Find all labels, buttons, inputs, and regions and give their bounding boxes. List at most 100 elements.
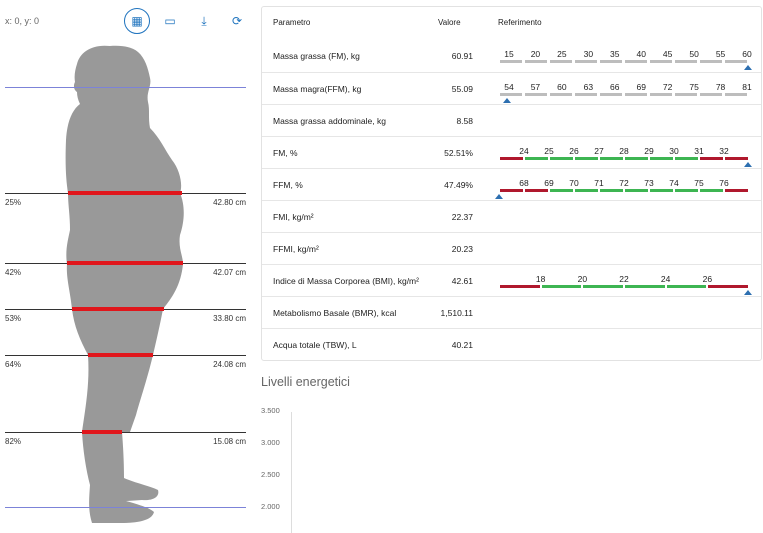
- head-reference-line: [5, 87, 246, 88]
- param-name: Massa grassa addominale, kg: [273, 116, 386, 126]
- scale-tick: 68: [519, 178, 529, 188]
- grid-icon[interactable]: ▦: [124, 8, 150, 34]
- scale-segment: [500, 285, 540, 288]
- value-marker-icon: [744, 65, 753, 70]
- y-tick-label: 2.500: [261, 470, 280, 479]
- value-marker-icon: [502, 98, 511, 103]
- header-value: Valore: [438, 18, 461, 27]
- scale-tick: 15: [504, 49, 514, 59]
- scale-segment: [725, 189, 748, 192]
- scale-segment: [725, 157, 748, 160]
- scale-segment: [708, 285, 748, 288]
- param-name: Massa grassa (FM), kg: [273, 51, 360, 61]
- scale-segment: [550, 189, 573, 192]
- scale-segment: [650, 60, 672, 63]
- scale-segment: [541, 285, 582, 288]
- table-header: Parametro Valore Referimento: [262, 7, 761, 39]
- scale-segment: [675, 60, 697, 63]
- scale-segment: [625, 93, 647, 96]
- scale-tick: 28: [619, 146, 629, 156]
- scale-tick: 72: [619, 178, 629, 188]
- scale-tick: 50: [689, 49, 699, 59]
- value-marker-icon: [495, 194, 503, 199]
- scale-segment: [650, 93, 672, 96]
- circumference-bar: [72, 307, 164, 311]
- circumference-value: 42.07 cm: [213, 268, 246, 277]
- scale-tick: 30: [583, 49, 594, 59]
- value-marker-icon: [744, 162, 753, 167]
- scale-tick: 40: [636, 49, 646, 59]
- height-percent: 53%: [5, 314, 22, 323]
- circumference-bar: [67, 261, 183, 265]
- param-name: Metabolismo Basale (BMR), kcal: [273, 308, 397, 318]
- scale-tick: 66: [610, 82, 620, 92]
- scale-segment: [575, 93, 597, 96]
- header-ref: Referimento: [498, 18, 542, 27]
- param-name: Indice di Massa Corporea (BMI), kg/m²: [273, 276, 419, 286]
- table-row: Massa magra(FFM), kg 55.09 54 57 60 63 66 69 72 7…: [262, 72, 761, 105]
- scale-tick: 31: [694, 146, 704, 156]
- scale-tick: 71: [594, 178, 604, 188]
- circumference-value: 15.08 cm: [213, 437, 246, 446]
- scale-segment: [650, 189, 673, 192]
- circumference-value: 24.08 cm: [213, 360, 246, 369]
- scale-tick: 26: [702, 274, 713, 284]
- scale-segment: [725, 93, 747, 96]
- circumference-bar: [68, 191, 182, 195]
- header-param: Parametro: [273, 18, 311, 27]
- measure-line: [5, 432, 246, 433]
- refresh-icon[interactable]: ⟳: [231, 14, 243, 28]
- scale-tick: 60: [557, 82, 567, 92]
- param-value: 47.49%: [444, 180, 473, 190]
- scale-tick: 29: [644, 146, 654, 156]
- download-icon[interactable]: ⤓: [201, 14, 207, 28]
- scale-segment: [625, 189, 648, 192]
- scale-segment: [625, 285, 665, 288]
- scale-segment: [525, 189, 548, 192]
- scale-tick: 27: [594, 146, 604, 156]
- circumference-value: 33.80 cm: [213, 314, 246, 323]
- height-percent: 42%: [5, 268, 22, 277]
- scale-tick: 75: [694, 178, 704, 188]
- param-name: FFMI, kg/m²: [273, 244, 319, 254]
- scale-tick: 57: [530, 82, 541, 92]
- scale-segment: [675, 189, 698, 192]
- scale-segment: [575, 60, 597, 63]
- table-row: Indice di Massa Corporea (BMI), kg/m² 42.…: [262, 264, 761, 297]
- circumference-bar: [82, 430, 122, 434]
- table-row: Massa grassa (FM), kg 60.91 15 20 25 30 35 40 45…: [262, 40, 761, 72]
- body-silhouette: [65, 45, 184, 523]
- scale-tick: 25: [557, 49, 567, 59]
- y-tick-label: 3.500: [261, 406, 280, 415]
- scale-segment: [600, 157, 623, 160]
- scale-segment: [700, 157, 723, 160]
- scale-segment: [675, 93, 697, 96]
- scale-segment: [575, 157, 598, 160]
- param-name: Acqua totale (TBW), L: [273, 340, 357, 350]
- scale-tick: 45: [662, 49, 673, 59]
- scale-tick: 26: [569, 146, 579, 156]
- y-tick-label: 3.000: [261, 438, 280, 447]
- param-value: 40.21: [451, 340, 473, 350]
- y-axis-line: [291, 412, 292, 533]
- scale-segment: [675, 157, 698, 160]
- table-row: FFMI, kg/m² 20.23: [262, 232, 761, 265]
- table-row: Acqua totale (TBW), L 40.21: [262, 328, 761, 361]
- scale-tick: 69: [544, 178, 554, 188]
- param-value: 1,510.11: [440, 308, 473, 318]
- scale-tick: 60: [742, 49, 752, 59]
- param-name: Massa magra(FFM), kg: [273, 84, 362, 94]
- height-percent: 82%: [5, 437, 22, 446]
- height-percent: 64%: [5, 360, 22, 369]
- scale-segment: [600, 60, 622, 63]
- reference-scale: 18 20 22 24 26: [499, 265, 753, 297]
- y-tick-label: 2.000: [261, 502, 280, 511]
- scale-tick: 18: [535, 274, 546, 284]
- param-name: FMI, kg/m²: [273, 212, 314, 222]
- param-name: FM, %: [273, 148, 298, 158]
- ruler-icon[interactable]: ▭: [164, 14, 176, 28]
- scale-tick: 22: [619, 274, 629, 284]
- scale-segment: [700, 189, 723, 192]
- scale-segment: [725, 60, 747, 63]
- scale-tick: 70: [569, 178, 579, 188]
